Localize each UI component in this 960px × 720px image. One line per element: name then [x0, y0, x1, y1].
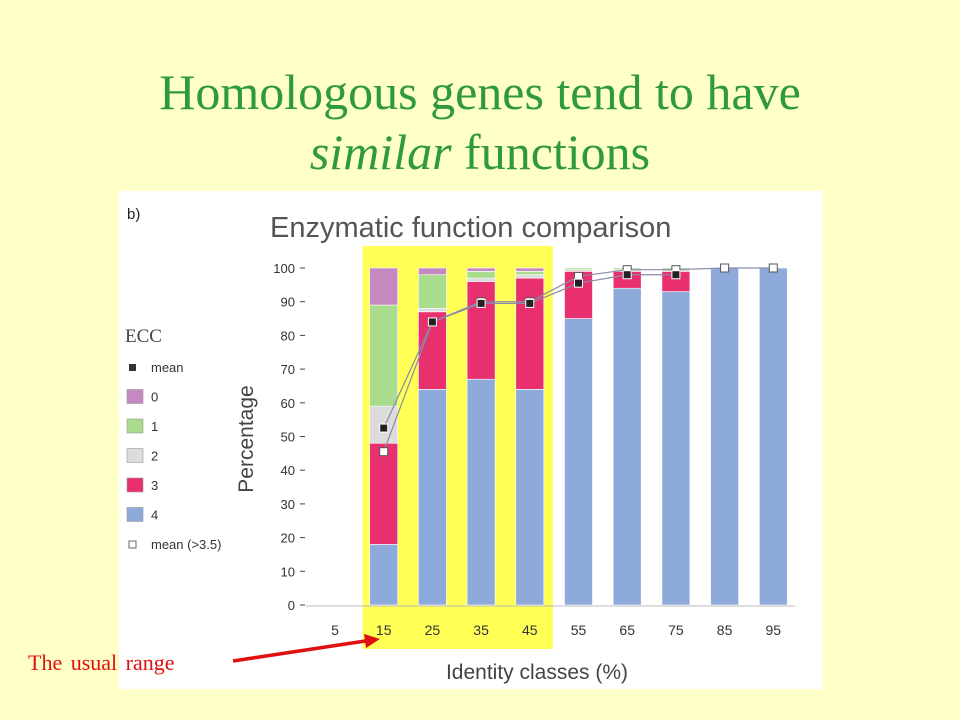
bar-segment-55-ecc4: [564, 318, 593, 606]
legend-label: 2: [151, 449, 158, 464]
x-tick-label: 65: [619, 622, 635, 638]
x-tick-label: 55: [571, 622, 587, 638]
mean-marker: [476, 298, 486, 308]
bar-segment-15-ecc4: [369, 544, 398, 606]
mean-high-marker: [379, 447, 389, 457]
figure-panel: b) Enzymatic function comparison Percent…: [119, 191, 823, 689]
bar-segment-25-ecc2: [418, 308, 447, 313]
bar-segment-35-ecc1: [466, 271, 496, 279]
x-tick-label: 35: [473, 622, 489, 638]
legend-swatch-2: [126, 448, 144, 463]
y-tick-label: 20: [281, 531, 295, 546]
mean-high-marker: [720, 263, 730, 273]
bar-segment-35-ecc2: [466, 277, 496, 282]
y-tick-label: 70: [281, 362, 295, 377]
bar-segment-95-ecc4: [758, 267, 788, 606]
bar-segment-85-ecc4: [710, 267, 739, 606]
bar-segment-65-ecc4: [612, 287, 642, 606]
title-emphasis: similar: [309, 124, 452, 180]
bar-segment-45-ecc4: [515, 389, 545, 606]
title-rest: functions: [451, 124, 651, 180]
x-tick-label: 95: [766, 622, 782, 638]
y-tick-label: 10: [281, 564, 295, 579]
bar-segment-45-ecc2: [515, 274, 545, 279]
mean-marker: [671, 270, 681, 280]
legend-label: mean (>3.5): [151, 537, 221, 552]
x-tick-label: 45: [522, 622, 538, 638]
legend-title: ECC: [125, 326, 162, 347]
x-tick-label: 5: [331, 622, 339, 638]
mean-high-marker: [768, 263, 778, 273]
plot-area: 0 10 20 30 40 50 60 70 80 90 100 5 15 25 35 45 55 65 75 85 9…: [273, 246, 796, 649]
x-tick-label: 15: [376, 622, 392, 638]
x-tick-label: 75: [668, 622, 684, 638]
bar-segment-15-ecc3: [369, 442, 398, 545]
bar-segment-45-ecc0: [515, 267, 545, 272]
mean-marker: [574, 278, 583, 288]
legend-label: 0: [151, 390, 158, 405]
legend-swatch-3: [126, 477, 144, 493]
annotation-usual-range: The usual range: [28, 650, 175, 675]
slide-title: Homologous genes tend to have similar fu…: [0, 62, 960, 182]
mean-marker: [379, 423, 389, 433]
legend-swatch-0: [126, 389, 144, 404]
bar-segment-55-ecc1: [564, 267, 593, 270]
legend-mean-marker: [129, 364, 136, 371]
panel-label: b): [127, 206, 140, 223]
legend-label: 3: [151, 478, 158, 493]
y-tick-label: 90: [281, 295, 295, 310]
mean-marker: [525, 298, 535, 308]
mean-marker: [622, 270, 632, 280]
bar-segment-35-ecc0: [466, 267, 496, 272]
bar-segment-45-ecc1: [515, 271, 545, 276]
y-tick-label: 0: [288, 598, 295, 613]
mean-marker: [427, 317, 437, 327]
legend-label: 1: [151, 419, 158, 434]
bar-segment-75-ecc4: [661, 291, 691, 606]
legend-swatch-4: [126, 507, 144, 522]
bar-segment-25-ecc4: [418, 389, 447, 606]
title-line-2: similar functions: [0, 122, 960, 182]
y-tick-label: 60: [281, 396, 295, 411]
bar-segment-25-ecc0: [418, 267, 447, 276]
y-tick-label: 50: [281, 430, 295, 445]
chart-title: Enzymatic function comparison: [270, 212, 671, 244]
bar-segment-15-ecc1: [369, 304, 398, 407]
bar-segment-35-ecc3: [466, 281, 496, 380]
title-line-1: Homologous genes tend to have: [159, 64, 801, 120]
y-tick-label: 100: [273, 261, 295, 276]
y-axis-label: Percentage: [235, 385, 258, 492]
y-tick-label: 40: [281, 463, 295, 478]
x-tick-label: 85: [717, 622, 733, 638]
legend: mean 0 1 2 3 4 mean (>3.5): [126, 360, 221, 552]
bar-chart: b) Enzymatic function comparison Percent…: [125, 206, 796, 684]
legend-label: mean: [151, 360, 184, 375]
x-tick-label: 25: [425, 622, 441, 638]
y-tick-label: 30: [281, 497, 295, 512]
bar-segment-25-ecc1: [418, 274, 447, 309]
bar-segment-45-ecc3: [515, 277, 545, 390]
legend-label: 4: [151, 508, 158, 523]
bar-segment-15-ecc0: [369, 267, 398, 306]
bar-segment-35-ecc4: [466, 378, 496, 606]
legend-mean-high-marker: [128, 540, 137, 549]
y-tick-label: 80: [281, 328, 295, 343]
legend-swatch-1: [126, 418, 144, 434]
x-axis-label: Identity classes (%): [446, 661, 628, 684]
